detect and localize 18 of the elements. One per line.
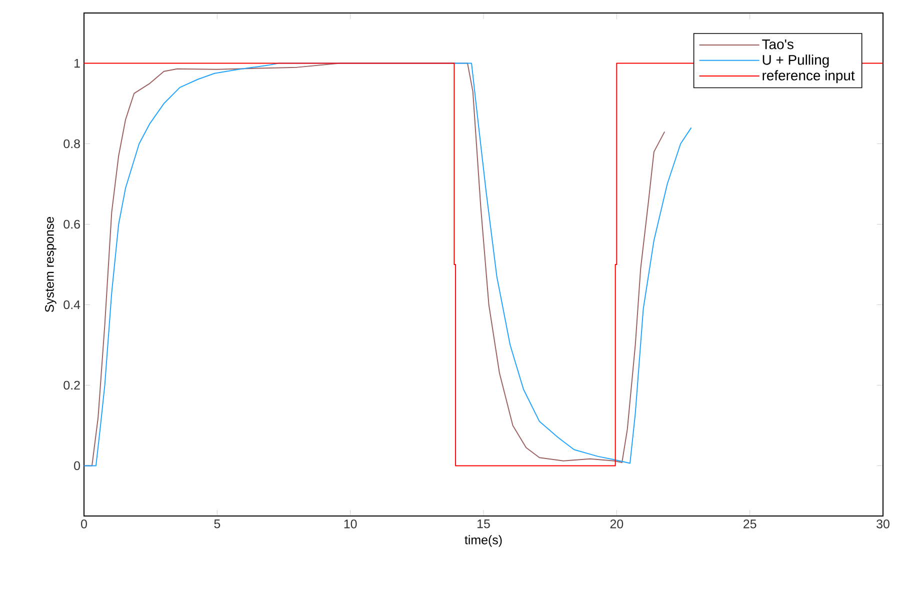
y-axis-title: System response [45, 216, 56, 312]
x-tick-label: 30 [876, 520, 890, 528]
x-tick-label: 20 [610, 520, 624, 528]
legend-label: Tao's [762, 40, 794, 50]
x-tick-label: 5 [214, 520, 220, 528]
x-tick-label: 25 [744, 520, 756, 528]
legend-label: U + Pulling [762, 54, 829, 68]
y-tick-label: 0.6 [64, 220, 80, 229]
y-tick-label: 0.2 [64, 380, 80, 390]
x-tick-label: 10 [344, 520, 357, 528]
x-axis-title: time(s) [464, 535, 502, 547]
y-tick-label: 0 [74, 461, 80, 470]
y-tick-label: 1 [74, 59, 80, 68]
x-tick-label: 0 [81, 520, 87, 528]
x-tick-label: 15 [478, 520, 490, 528]
legend-label: reference input [762, 70, 855, 84]
y-tick-label: 0.8 [64, 139, 80, 148]
y-tick-label: 0.4 [64, 300, 80, 310]
